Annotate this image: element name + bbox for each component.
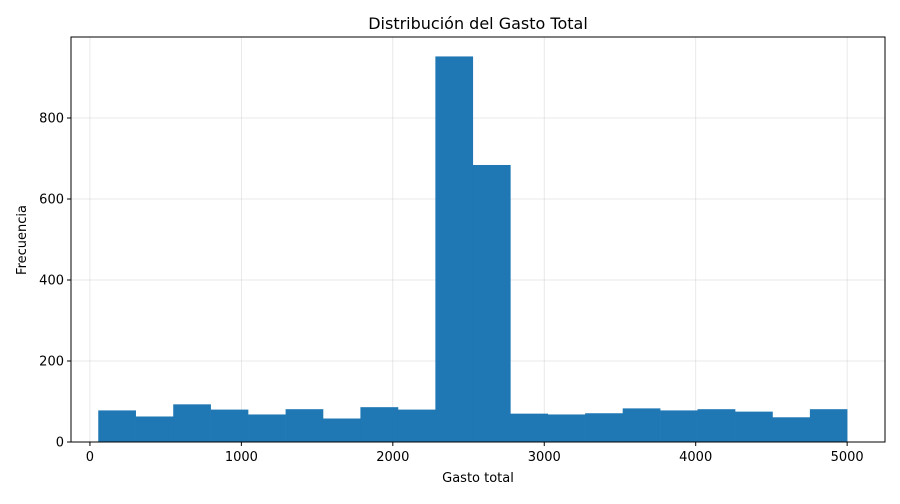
x-axis-ticks: 0 1000 2000 3000 4000 5000 — [86, 442, 864, 465]
y-axis-label: Frecuencia — [15, 205, 30, 275]
y-tick-label: 800 — [39, 112, 64, 127]
histogram-bar — [472, 164, 511, 443]
histogram-bar — [248, 414, 286, 442]
histogram-bar — [98, 410, 136, 442]
histogram-bar — [285, 409, 324, 442]
histogram-bar — [772, 417, 811, 442]
histogram-bar — [547, 414, 586, 442]
x-tick-label: 0 — [86, 450, 94, 465]
histogram-bar — [660, 410, 698, 442]
y-tick-label: 400 — [39, 274, 64, 289]
histogram-bar — [585, 413, 624, 442]
y-axis-ticks: 0 200 400 600 800 — [39, 112, 71, 451]
y-tick-label: 0 — [56, 436, 64, 451]
histogram-bar — [173, 404, 211, 442]
y-tick-label: 600 — [39, 193, 64, 208]
histogram-bar — [322, 418, 361, 442]
x-tick-label: 3000 — [528, 450, 561, 465]
x-tick-label: 5000 — [831, 450, 864, 465]
x-axis-label: Gasto total — [442, 471, 514, 486]
histogram-bar — [397, 409, 436, 442]
x-tick-label: 4000 — [679, 450, 712, 465]
histogram-bar — [697, 409, 736, 442]
histogram-bar — [135, 416, 174, 442]
histogram-bar — [210, 409, 249, 442]
histogram-bar — [510, 413, 549, 442]
x-tick-label: 2000 — [376, 450, 409, 465]
histogram-bar — [809, 409, 848, 442]
histogram-bar — [735, 411, 773, 442]
histogram-bar — [435, 56, 474, 442]
y-tick-label: 200 — [39, 355, 64, 370]
x-tick-label: 1000 — [225, 450, 258, 465]
histogram-bar — [622, 408, 661, 442]
histogram-bar — [360, 407, 399, 442]
plot-area-frame — [70, 36, 886, 443]
chart-title: Distribución del Gasto Total — [368, 14, 588, 33]
histogram-bars — [98, 56, 848, 443]
